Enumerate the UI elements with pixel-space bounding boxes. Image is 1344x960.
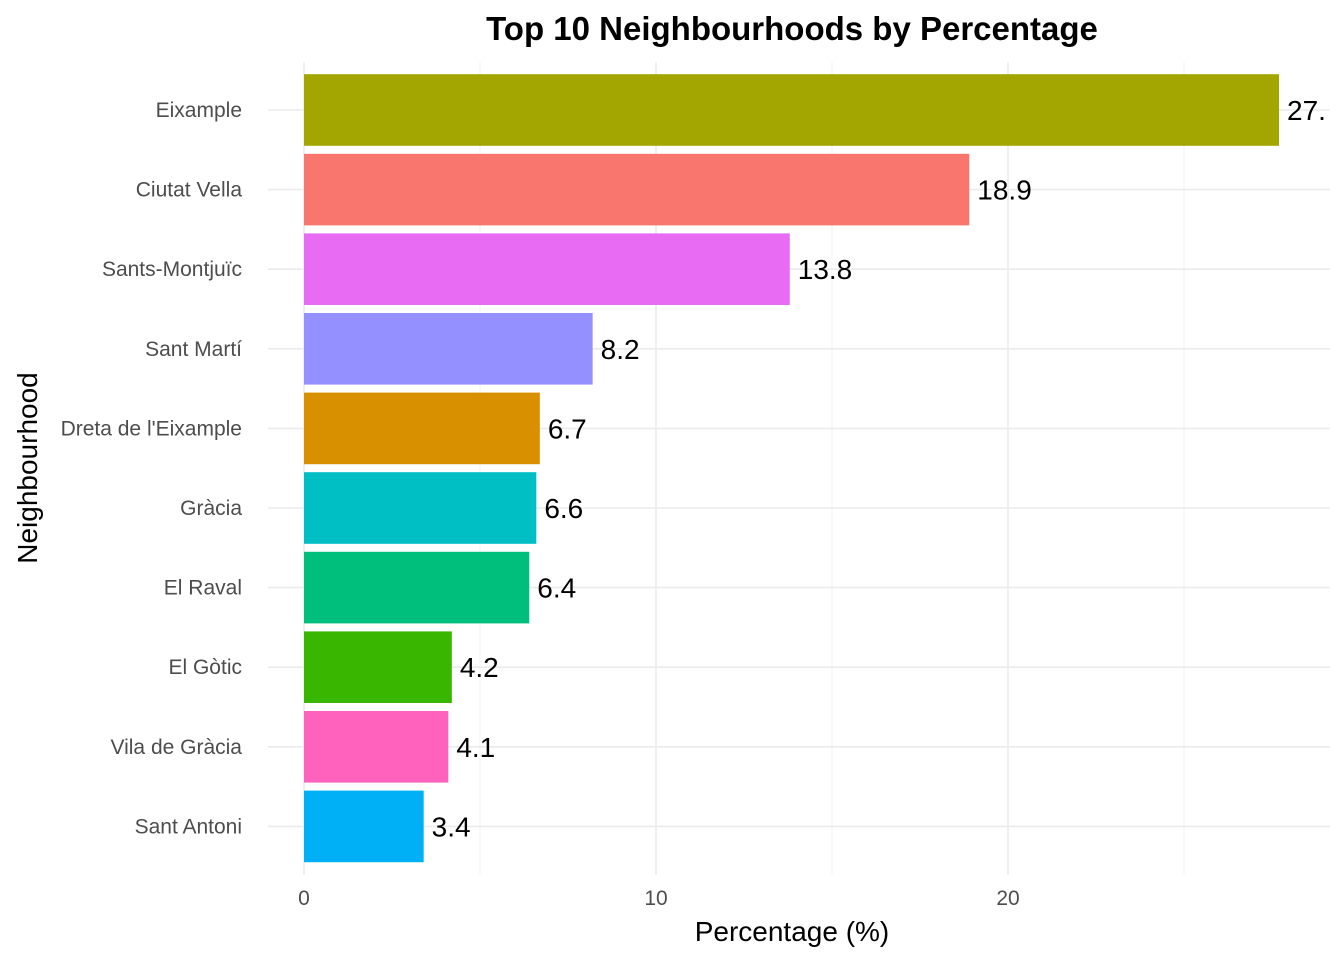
data-label: 6.4: [537, 573, 576, 604]
y-tick-label: El Raval: [164, 577, 242, 600]
y-tick-labels: Eixample Ciutat Vella Sants-Montjuïc Sant M…: [61, 99, 243, 838]
x-tick-label: 0: [298, 887, 310, 910]
y-axis-title: Neighbourhood: [12, 372, 43, 564]
y-tick-label: Dreta de l'Eixample: [61, 417, 242, 440]
bar-sants-montjuic: [304, 233, 790, 305]
y-tick-label: Ciutat Vella: [136, 179, 243, 202]
data-label: 18.9: [977, 175, 1032, 206]
y-tick-label: Sants-Montjuïc: [102, 258, 242, 281]
bar-eixample: [304, 74, 1280, 146]
data-label: 6.7: [548, 413, 587, 444]
y-tick-label: Sant Martí: [145, 338, 242, 361]
data-label: 4.2: [460, 652, 499, 683]
bar-dreta-de-l-eixample: [304, 392, 540, 465]
data-labels: 27. 18.9 13.8 8.2 6.7 6.6 6.4 4.2 4.1 3.4: [432, 95, 1326, 842]
data-label: 4.1: [456, 732, 495, 763]
data-label: 13.8: [798, 254, 853, 285]
bar-vila-de-gracia: [304, 711, 449, 783]
chart-title: Top 10 Neighbourhoods by Percentage: [486, 10, 1098, 47]
bar-gracia: [304, 472, 537, 544]
y-tick-label: Eixample: [156, 99, 242, 122]
y-tick-label: El Gòtic: [168, 656, 242, 679]
bar-sant-marti: [304, 313, 593, 385]
x-tick-label: 10: [644, 887, 667, 910]
bar-ciutat-vella: [304, 153, 970, 226]
y-tick-label: Gràcia: [180, 497, 242, 520]
bar-el-raval: [304, 551, 530, 624]
y-tick-label: Vila de Gràcia: [110, 736, 242, 759]
data-label: 6.6: [544, 493, 583, 524]
data-label: 27.: [1287, 95, 1326, 126]
x-tick-labels: 0 10 20: [298, 887, 1020, 910]
bar-sant-antoni: [304, 790, 424, 863]
data-label: 8.2: [601, 334, 640, 365]
x-tick-label: 20: [996, 887, 1019, 910]
bar-el-gotic: [304, 631, 452, 703]
bars: [304, 74, 1280, 863]
data-label: 3.4: [432, 811, 471, 842]
x-axis-title: Percentage (%): [695, 916, 890, 947]
y-tick-label: Sant Antoni: [135, 815, 242, 838]
